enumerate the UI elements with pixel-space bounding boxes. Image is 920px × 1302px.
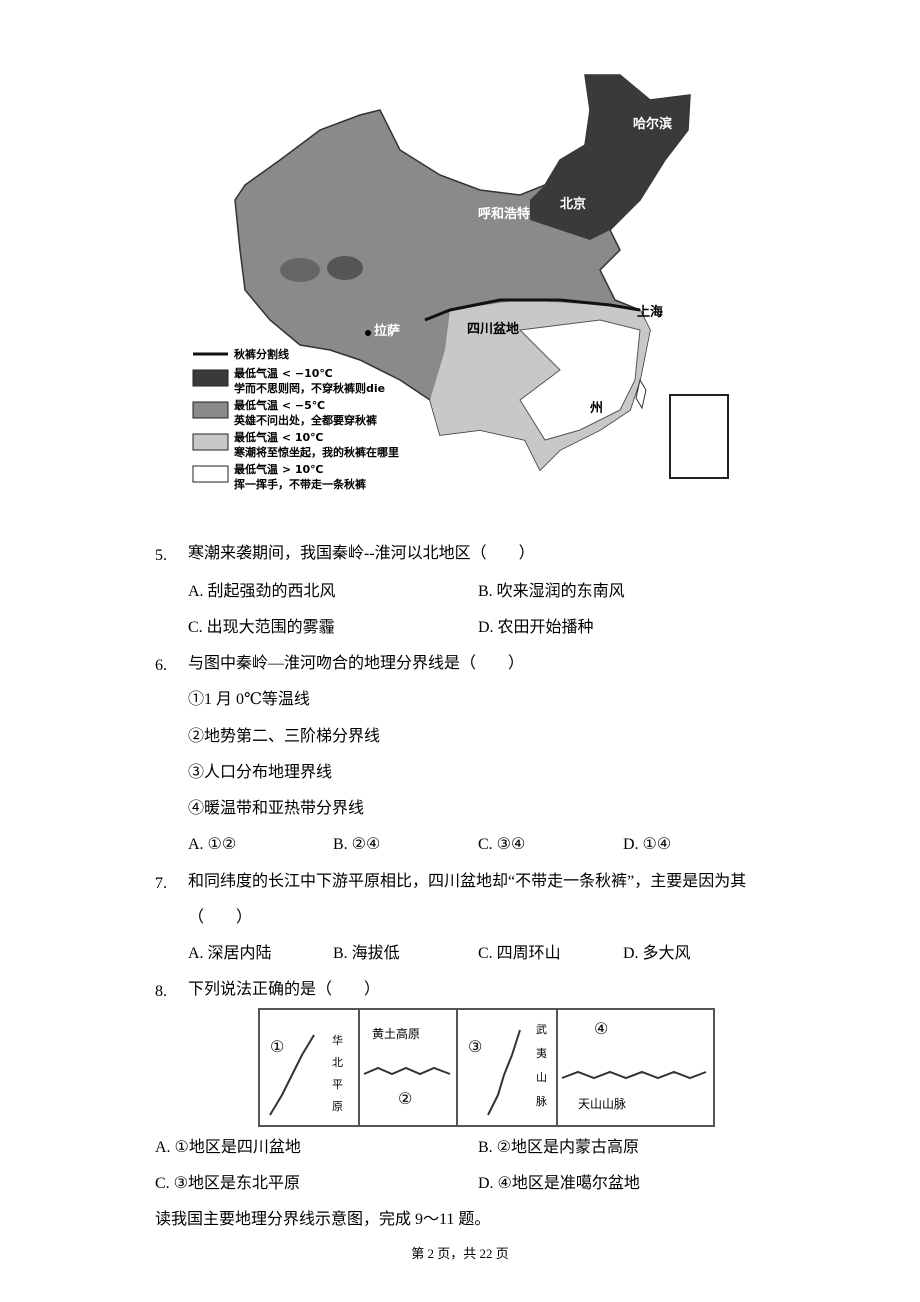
legend-caption: 学而不思则罔，不穿秋裤则die <box>234 381 385 395</box>
question-text: 寒潮来袭期间，我国秦岭--淮河以北地区（ ） <box>188 545 535 562</box>
question-number: 6. <box>155 657 167 674</box>
white-region <box>518 319 641 441</box>
legend-label: 最低气温 < 10℃ <box>234 430 324 444</box>
legend-label: 最低气温 < −5℃ <box>234 398 325 412</box>
legend-caption: 英雄不问出处，全都要穿秋裤 <box>233 413 377 427</box>
map-label: 呼和浩特 <box>478 206 530 222</box>
legend-label: 秋裤分割线 <box>234 347 289 361</box>
legend-label: 最低气温 < −10℃ <box>234 366 333 380</box>
taiwan <box>635 378 647 410</box>
option: B. 吹来湿润的东南风 <box>478 583 625 600</box>
lhasa-dot <box>365 330 371 336</box>
panel-mark: ① <box>270 1039 285 1056</box>
figure-panel: ① 华北平原 <box>258 1008 360 1127</box>
question-text: 和同纬度的长江中下游平原相比，四川盆地却“不带走一条秋裤”，主要是因为其（ ） <box>188 873 747 926</box>
panel-label: 华北平原 <box>332 1035 343 1113</box>
panel-mark: ④ <box>594 1021 609 1038</box>
map-label: 州 <box>589 401 603 416</box>
option: B. ②地区是内蒙古高原 <box>478 1139 640 1156</box>
statement: ③人口分布地理界线 <box>188 764 333 781</box>
map-label: 拉萨 <box>374 323 400 339</box>
legend-swatch <box>192 465 229 483</box>
mountains <box>561 1070 707 1080</box>
figure-panel: ③ 武夷山脉 <box>458 1008 558 1127</box>
panel-label: 黄土高原 <box>372 1027 421 1041</box>
option: B. ②④ <box>333 836 381 853</box>
question-number: 8. <box>155 983 167 1000</box>
map-label: 哈尔滨 <box>633 116 672 132</box>
legend-caption: 寒潮将至惊坐起，我的秋裤在哪里 <box>233 445 399 459</box>
figure-panel: ④ 天山山脉 <box>558 1008 715 1127</box>
legend-label: 最低气温 > 10℃ <box>234 462 324 476</box>
mountains <box>487 1029 521 1116</box>
option: B. 海拔低 <box>333 945 400 962</box>
option: A. 刮起强劲的西北风 <box>188 583 336 600</box>
mountains <box>363 1066 451 1076</box>
plateau-patch <box>280 258 320 282</box>
legend-swatch <box>192 401 229 419</box>
option: A. ①② <box>188 836 237 853</box>
mountains <box>269 1034 315 1116</box>
question-number: 5. <box>155 547 167 564</box>
map-label: 四川盆地 <box>467 321 519 337</box>
legend-swatch <box>192 433 229 451</box>
question-number: 7. <box>155 875 167 892</box>
legend-caption: 挥一挥手，不带走一条秋裤 <box>234 477 366 491</box>
option: C. 出现大范围的雾霾 <box>188 619 335 636</box>
question-text: 下列说法正确的是（ ） <box>188 981 381 998</box>
option: D. 多大风 <box>623 945 691 962</box>
panel-label: 天山山脉 <box>578 1097 627 1111</box>
map: 哈尔滨 呼和浩特 北京 上海 拉萨 四川盆地 州 秋裤分割线 最低气温 < −1… <box>192 74 729 491</box>
statement: ①1 月 0℃等温线 <box>188 691 310 708</box>
dark-region <box>530 75 690 240</box>
option: A. 深居内陆 <box>188 945 272 962</box>
qinling-line <box>424 298 641 322</box>
legend-swatch <box>192 369 229 387</box>
instruction: 读我国主要地理分界线示意图，完成 9～11 题。 <box>155 1211 491 1228</box>
footer: 第 2 页，共 22 页 <box>411 1246 509 1261</box>
option: D. ④地区是准噶尔盆地 <box>478 1175 640 1192</box>
statement: ④暖温带和亚热带分界线 <box>188 800 365 817</box>
option: D. ①④ <box>623 836 672 853</box>
option: C. ③④ <box>478 836 526 853</box>
statement: ②地势第二、三阶梯分界线 <box>188 728 381 745</box>
option: A. ①地区是四川盆地 <box>155 1139 301 1156</box>
figure-panel: 黄土高原 ② <box>358 1008 458 1127</box>
option: C. 四周环山 <box>478 945 561 962</box>
panel-mark: ③ <box>468 1039 483 1056</box>
panel-mark: ② <box>398 1091 413 1108</box>
option: C. ③地区是东北平原 <box>155 1175 301 1192</box>
plateau-patch <box>327 256 363 280</box>
inset-box <box>669 394 729 479</box>
map-label: 北京 <box>560 196 586 212</box>
question-text: 与图中秦岭—淮河吻合的地理分界线是（ ） <box>188 655 525 672</box>
panel-label: 武夷山脉 <box>536 1024 547 1108</box>
option: D. 农田开始播种 <box>478 619 594 636</box>
map-label: 上海 <box>637 304 663 320</box>
